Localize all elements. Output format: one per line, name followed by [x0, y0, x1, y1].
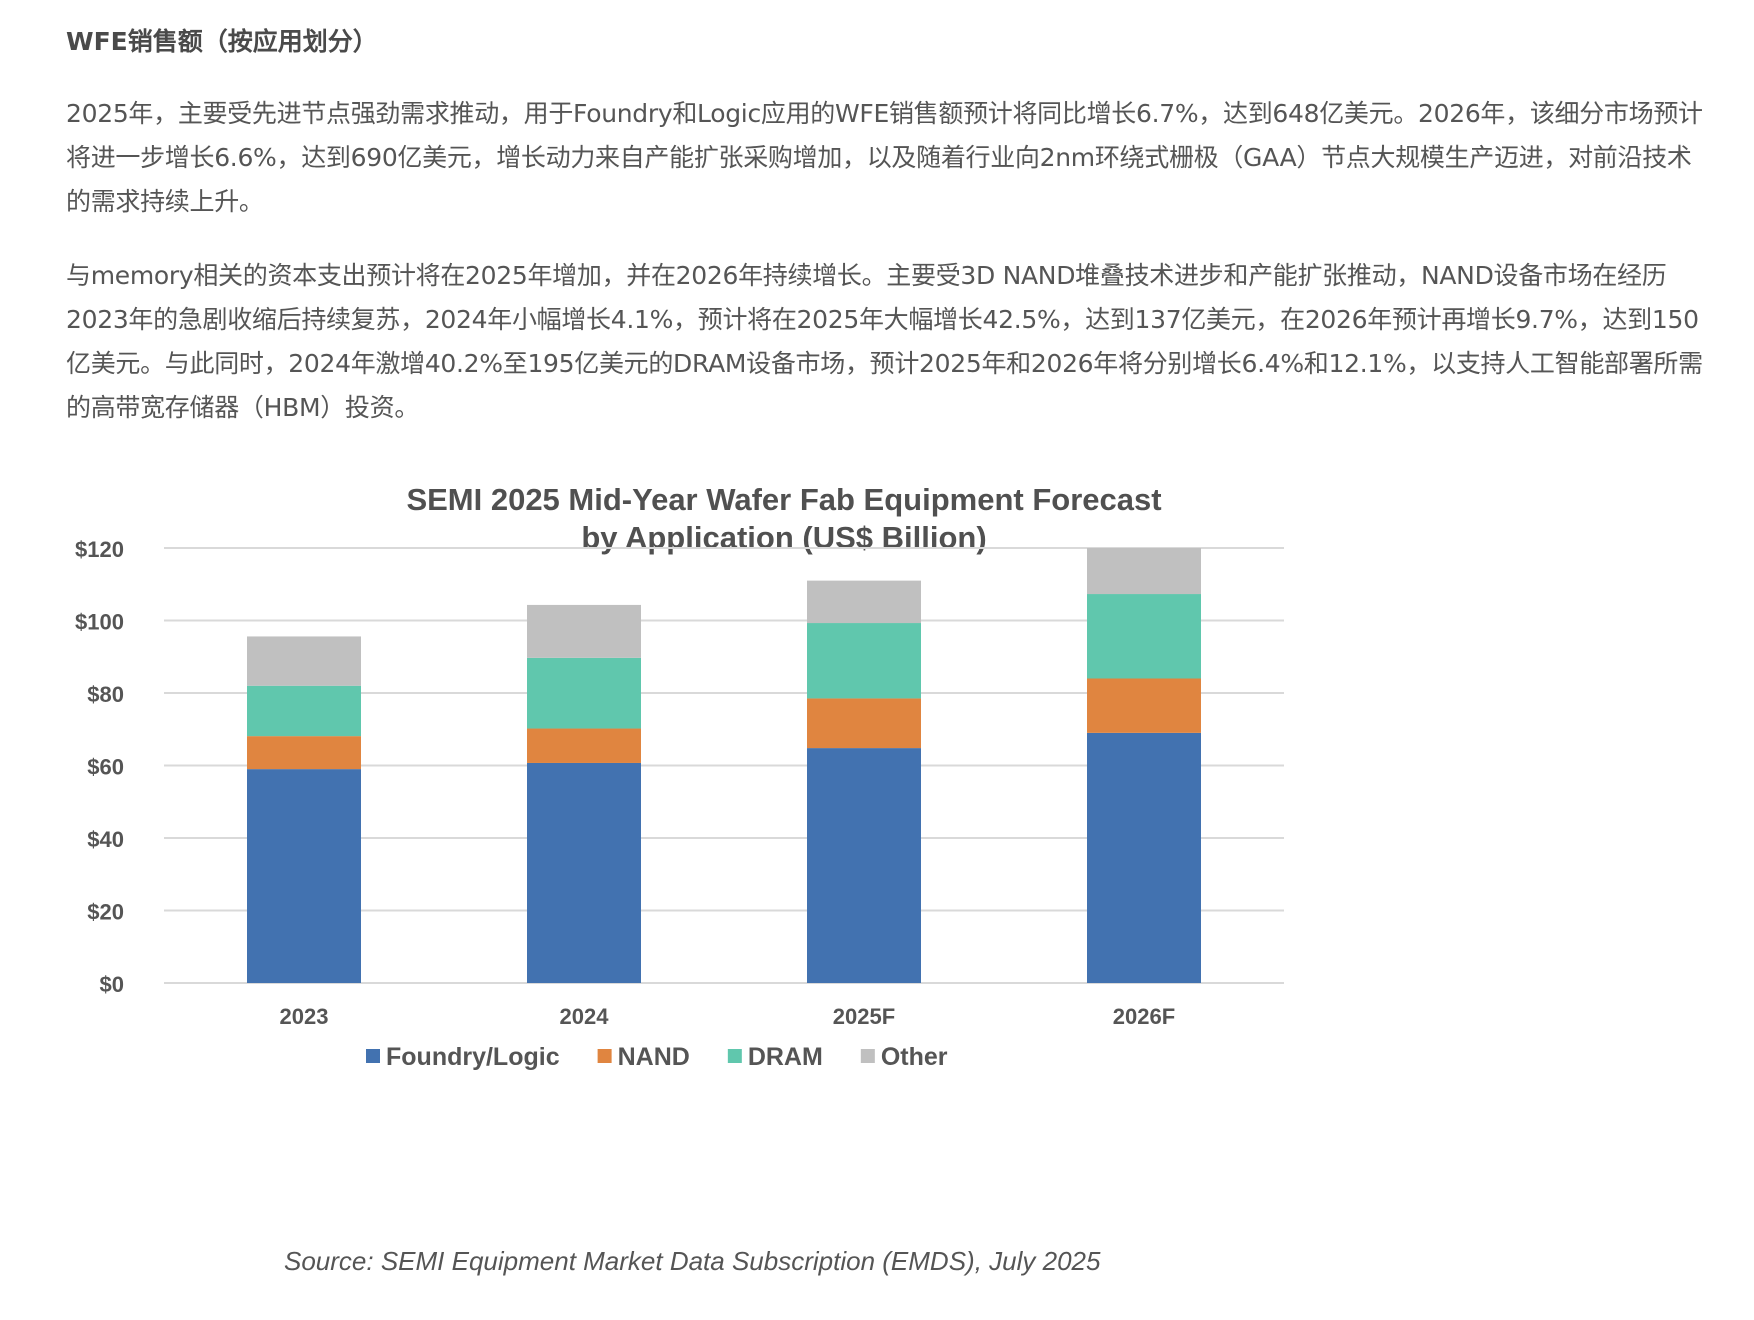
x-tick-label: 2026F — [1113, 1004, 1175, 1029]
bar-segment-dram — [247, 685, 361, 737]
y-tick-label: $80 — [87, 682, 124, 707]
bar-segment-other — [807, 580, 921, 624]
bar-segment-other — [1087, 548, 1201, 595]
y-tick-label: $20 — [87, 900, 124, 925]
x-tick-label: 2023 — [280, 1004, 329, 1029]
legend: Foundry/Logic NAND DRAM Other — [366, 1043, 948, 1071]
bar-segment-other — [527, 604, 641, 658]
legend-swatch — [597, 1049, 612, 1063]
y-tick-label: $100 — [75, 610, 124, 635]
bar-segment-dram — [1087, 594, 1201, 679]
chart-title: SEMI 2025 Mid-Year Wafer Fab Equipment F… — [406, 482, 1161, 517]
chart-subtitle: by Application (US$ Billion) — [581, 520, 986, 555]
x-tick-labels: 2023 2024 2025F 2026F — [280, 1004, 1176, 1029]
y-tick-label: $120 — [75, 537, 124, 562]
bar-segment-nand — [247, 736, 361, 770]
bar-segment-other — [247, 636, 361, 686]
bar-segment-foundry-logic — [807, 748, 921, 983]
y-tick-label: $0 — [100, 972, 124, 997]
legend-swatch — [727, 1049, 742, 1063]
x-tick-label: 2024 — [560, 1004, 610, 1029]
bar-segment-nand — [527, 728, 641, 763]
article-paragraph-2: 与memory相关的资本支出预计将在2025年增加，并在2026年持续增长。主要… — [66, 261, 1703, 422]
legend-swatch — [860, 1049, 875, 1063]
bar-segment-dram — [807, 623, 921, 699]
x-tick-label: 2025F — [833, 1004, 895, 1029]
legend-swatch — [366, 1049, 380, 1063]
bar-segment-dram — [527, 657, 641, 729]
y-tick-labels: $0 $20 $40 $60 $80 $100 $120 — [75, 537, 124, 997]
chart-source: Source: SEMI Equipment Market Data Subsc… — [284, 1246, 1101, 1276]
bar-segment-foundry-logic — [527, 762, 641, 983]
bar-segment-nand — [1087, 678, 1201, 733]
legend-label: Foundry/Logic — [386, 1043, 560, 1071]
article-paragraph-1: 2025年，主要受先进节点强劲需求推动，用于Foundry和Logic应用的WF… — [66, 99, 1703, 216]
bar-segment-nand — [807, 698, 921, 749]
article: WFE销售额（按应用划分） 2025年，主要受先进节点强劲需求推动，用于Foun… — [66, 22, 1716, 460]
bar-segment-foundry-logic — [247, 769, 361, 983]
legend-label: DRAM — [748, 1043, 823, 1071]
bar-segment-foundry-logic — [1087, 732, 1201, 983]
bars — [247, 548, 1201, 983]
y-tick-label: $40 — [87, 827, 124, 852]
article-heading: WFE销售额（按应用划分） — [66, 27, 378, 56]
legend-label: Other — [881, 1043, 948, 1071]
legend-label: NAND — [618, 1043, 690, 1071]
y-tick-label: $60 — [87, 755, 124, 780]
stacked-bar-chart: SEMI 2025 Mid-Year Wafer Fab Equipment F… — [75, 482, 1284, 1276]
chart-figure: SEMI 2025 Mid-Year Wafer Fab Equipment F… — [66, 470, 1496, 1300]
